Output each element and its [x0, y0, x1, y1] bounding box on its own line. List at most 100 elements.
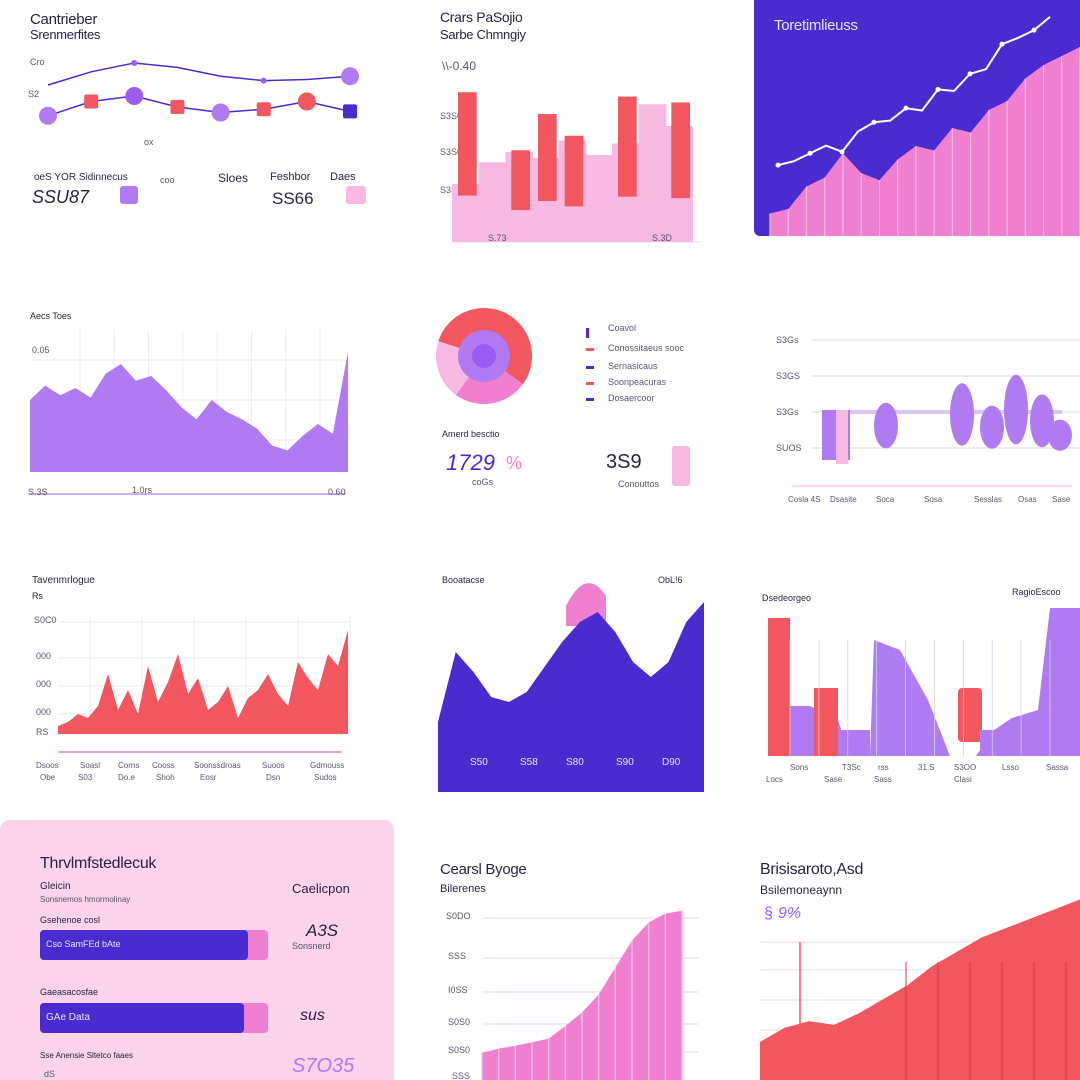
series-line	[777, 16, 1051, 167]
area-chart	[436, 583, 706, 794]
data-point	[1031, 27, 1037, 33]
legend-item: Dosaercoor	[608, 393, 655, 403]
chart-label: Booatacse	[442, 575, 485, 585]
stat-small: Conouttos	[618, 479, 660, 489]
x-tick: S50	[470, 757, 488, 768]
item-label: Gsehenoe cosl	[40, 915, 101, 925]
item-value: A3S	[306, 921, 339, 940]
data-point	[131, 60, 138, 66]
x-tick: S03	[78, 773, 93, 782]
card-bar-chart: Crars PaSojio Sarbe Chmngiy \\-0.40 S3S0…	[430, 0, 720, 260]
x-tick: Eosr	[200, 773, 217, 782]
bar-chart	[768, 608, 1080, 756]
line-chart	[39, 60, 359, 125]
x-tick: S.3D	[652, 233, 673, 243]
bar	[950, 383, 974, 446]
item-sub: Sonsnerd	[292, 941, 331, 951]
y-tick: S3Gs	[776, 407, 799, 417]
y-tick: S3GS	[776, 371, 801, 381]
x-tick: S.73	[488, 233, 507, 243]
bar-chart	[792, 339, 1080, 487]
y-tick: 000	[36, 707, 52, 717]
stat-label: Amerd besctio	[442, 429, 500, 439]
chart-label: Dsedeorgeo	[762, 593, 812, 603]
x-tick: Clasi	[954, 775, 972, 784]
card-multi-line: Cantrieber Srenmerfites Cro S2 ox oeS YO…	[20, 10, 370, 230]
y-tick: 000	[36, 651, 52, 661]
data-point	[170, 100, 185, 114]
stat-label: Feshbor	[270, 171, 311, 183]
item-value: S7O35	[292, 1055, 355, 1077]
x-tick: Osas	[1018, 495, 1037, 504]
area	[760, 899, 1080, 1080]
bar	[1004, 374, 1028, 445]
data-point	[871, 119, 877, 125]
stat-small: coGs	[472, 477, 494, 487]
legend-marker	[586, 348, 594, 351]
stat-value: 1729	[446, 450, 495, 475]
stat-value: 3S9	[606, 451, 642, 473]
bar-chart	[481, 910, 698, 1080]
area-chart	[58, 616, 351, 753]
stat-tag: Daes	[330, 171, 356, 183]
x-tick: Corns	[118, 761, 140, 770]
data-point	[839, 149, 845, 155]
series-line	[47, 62, 351, 86]
item-value: sus	[300, 1007, 325, 1024]
x-tick: Dsn	[266, 773, 281, 782]
area	[30, 352, 348, 472]
item-label: Sse Anensie Sltetco faaes	[40, 1051, 133, 1060]
x-axis-label: ox	[144, 137, 154, 147]
chart-subtitle: Rs	[32, 591, 43, 601]
data-point	[84, 94, 99, 109]
item-label: Gaeasacosfae	[40, 987, 99, 997]
card-purple-area: Aecs Toes 0.05 S.3S 1.0rs 0.60	[20, 300, 360, 510]
data-point	[999, 41, 1005, 47]
x-tick: S90	[616, 757, 634, 768]
area	[870, 640, 950, 756]
legend-swatch	[346, 186, 366, 204]
legend-swatch	[120, 186, 138, 204]
y-tick: S0DO	[446, 911, 471, 921]
chart-title: Tavenmrlogue	[32, 575, 95, 586]
y-tick: S0S0	[448, 1017, 471, 1027]
area	[770, 47, 1080, 236]
chart-subtitle: Bsilemoneaynn	[760, 883, 843, 897]
y-tick: S0C0	[34, 615, 57, 625]
stat-value: SSU87	[32, 187, 90, 207]
y-tick: S2	[28, 89, 40, 99]
area-chart	[760, 899, 1080, 1080]
data-point	[125, 87, 144, 105]
value-prefix: §	[764, 905, 773, 922]
stat-value: SS66	[272, 189, 314, 208]
card-area-dark: Toretimlieuss	[754, 0, 1080, 236]
card-coral-area: Brisisaroto,Asd Bsilemoneaynn § 9%	[756, 852, 1080, 1080]
y-tick: I0SS	[448, 985, 468, 995]
bar	[768, 618, 790, 756]
legend-item: Sernasicaus	[608, 361, 658, 371]
x-tick: 31.S	[918, 763, 935, 772]
progress-fill	[40, 1003, 244, 1033]
stat-label: oeS YOR Sidinnecus	[34, 172, 128, 183]
bar	[458, 92, 477, 196]
y-tick: 000	[36, 679, 52, 689]
area	[438, 602, 704, 792]
data-point	[967, 71, 973, 77]
bar	[980, 405, 1004, 449]
x-tick: Gdmouss	[310, 761, 345, 770]
panel-right-title: Caelicpon	[292, 881, 350, 896]
data-point	[807, 150, 813, 156]
legend-marker	[586, 398, 594, 401]
chart-sub-value: \\-0.40	[442, 59, 477, 73]
headline-value: 9%	[778, 905, 802, 922]
x-tick: S58	[520, 757, 538, 768]
legend-marker	[586, 366, 594, 369]
data-point	[297, 92, 316, 111]
panel-title: Thrvlmfstedlecuk	[40, 855, 157, 872]
bar	[814, 688, 838, 756]
y-tick: S3Gs	[776, 335, 799, 345]
chart-subtitle: Srenmerfites	[30, 27, 101, 42]
x-tick: Dsasite	[830, 495, 857, 504]
y-tick: Cro	[30, 57, 45, 67]
x-tick: Sons	[790, 763, 809, 772]
